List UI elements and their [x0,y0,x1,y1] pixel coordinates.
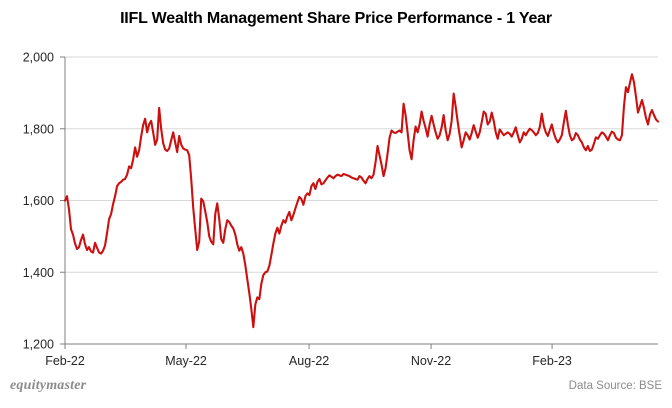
price-line-series [63,73,660,329]
y-tick-label: 1,600 [23,194,54,208]
chart-footer: equitymaster Data Source: BSE [0,370,672,408]
page-title: IIFL Wealth Management Share Price Perfo… [120,10,552,27]
y-tick-label: 1,800 [23,122,54,136]
gridlines-group [65,56,658,345]
x-tick-label: Feb-22 [45,354,85,368]
data-source-label: Data Source: BSE [568,380,662,392]
y-tick-label: 1,400 [23,266,54,280]
y-tick-label: 2,000 [23,51,54,65]
x-tick-label: May-22 [165,354,207,368]
x-tick-label: Nov-22 [411,354,451,368]
x-axis: Feb-22 May-22 Aug-22 Nov-22 Feb-23 [45,343,658,368]
x-tick-label: Feb-23 [532,354,572,368]
equitymaster-logo: equitymaster [10,378,87,393]
x-tick-label: Aug-22 [289,354,329,368]
y-tick-label: 1,200 [23,338,54,352]
y-axis: 1,200 1,400 1,600 1,800 2,000 [23,51,66,352]
